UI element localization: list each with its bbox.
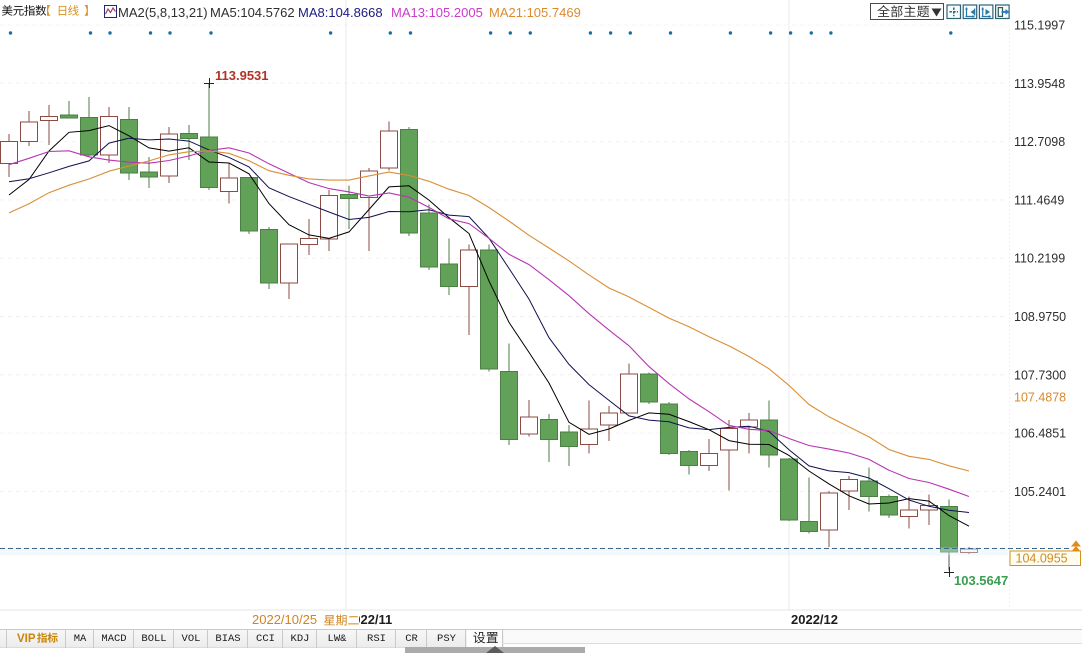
svg-text:103.5647: 103.5647 [954, 573, 1008, 588]
svg-text:110.2199: 110.2199 [1014, 252, 1065, 266]
svg-text:106.4851: 106.4851 [1014, 427, 1066, 441]
svg-text:108.9750: 108.9750 [1014, 310, 1066, 324]
svg-text:104.0955: 104.0955 [1016, 552, 1068, 566]
svg-text:112.7098: 112.7098 [1014, 135, 1065, 149]
svg-text:115.1997: 115.1997 [1014, 19, 1065, 33]
svg-text:111.4649: 111.4649 [1014, 193, 1064, 207]
svg-text:107.4878: 107.4878 [1014, 391, 1066, 405]
svg-text:113.9531: 113.9531 [215, 68, 269, 83]
svg-text:107.7300: 107.7300 [1014, 368, 1066, 382]
svg-text:113.9548: 113.9548 [1014, 77, 1065, 91]
svg-text:105.2401: 105.2401 [1014, 485, 1066, 499]
